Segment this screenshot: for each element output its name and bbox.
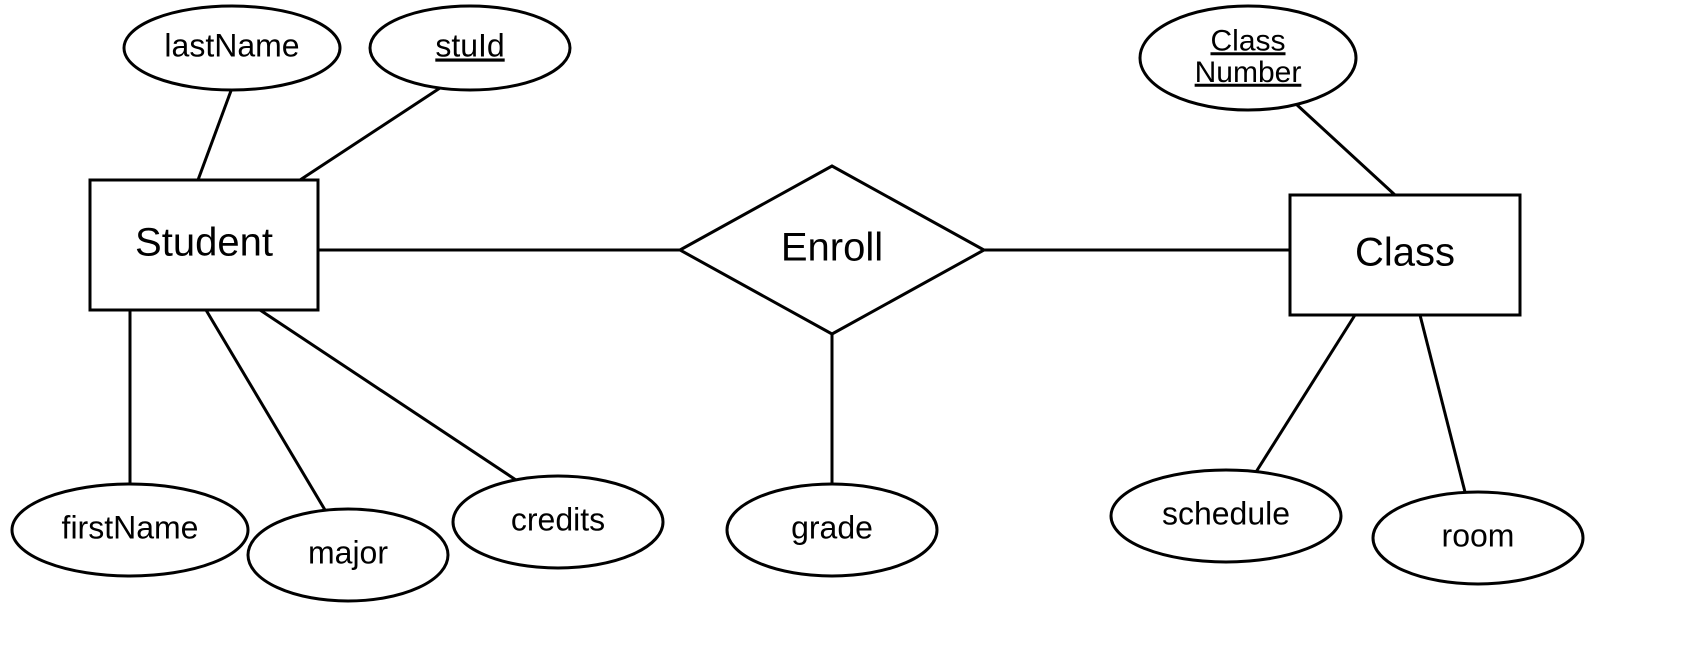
edge-student-entity-lastName-attr: [198, 88, 232, 180]
er-diagram: Student Class Enroll lastName stuId firstName…: [0, 0, 1705, 649]
grade-attribute: grade: [727, 484, 937, 576]
enroll-relationship: Enroll: [680, 166, 984, 334]
lastName-attribute-label: lastName: [164, 27, 299, 63]
edge-student-entity-credits-attr: [260, 310, 516, 480]
room-attribute: room: [1373, 492, 1583, 584]
firstName-attribute: firstName: [12, 484, 248, 576]
student-entity-label: Student: [135, 221, 273, 265]
classNumber-attribute: ClassNumber: [1140, 6, 1356, 110]
classNumber-attribute-label: ClassNumber: [1195, 24, 1302, 89]
enroll-relationship-label: Enroll: [781, 226, 883, 270]
stuId-attribute: stuId: [370, 6, 570, 90]
schedule-attribute: schedule: [1111, 470, 1341, 562]
room-attribute-label: room: [1442, 517, 1515, 553]
class-entity: Class: [1290, 195, 1520, 315]
lastName-attribute: lastName: [124, 6, 340, 90]
grade-attribute-label: grade: [791, 509, 873, 545]
edge-class-entity-schedule-attr: [1256, 315, 1355, 472]
major-attribute: major: [248, 509, 448, 601]
firstName-attribute-label: firstName: [62, 509, 199, 545]
schedule-attribute-label: schedule: [1162, 495, 1290, 531]
stuId-attribute-label: stuId: [435, 27, 504, 63]
student-entity: Student: [90, 180, 318, 310]
edge-student-entity-stuId-attr: [300, 88, 440, 180]
credits-attribute: credits: [453, 476, 663, 568]
credits-attribute-label: credits: [511, 501, 605, 537]
edge-class-entity-room-attr: [1420, 315, 1465, 492]
edge-class-entity-classNumber-attr: [1296, 104, 1395, 195]
major-attribute-label: major: [308, 534, 388, 570]
class-entity-label: Class: [1355, 231, 1455, 275]
